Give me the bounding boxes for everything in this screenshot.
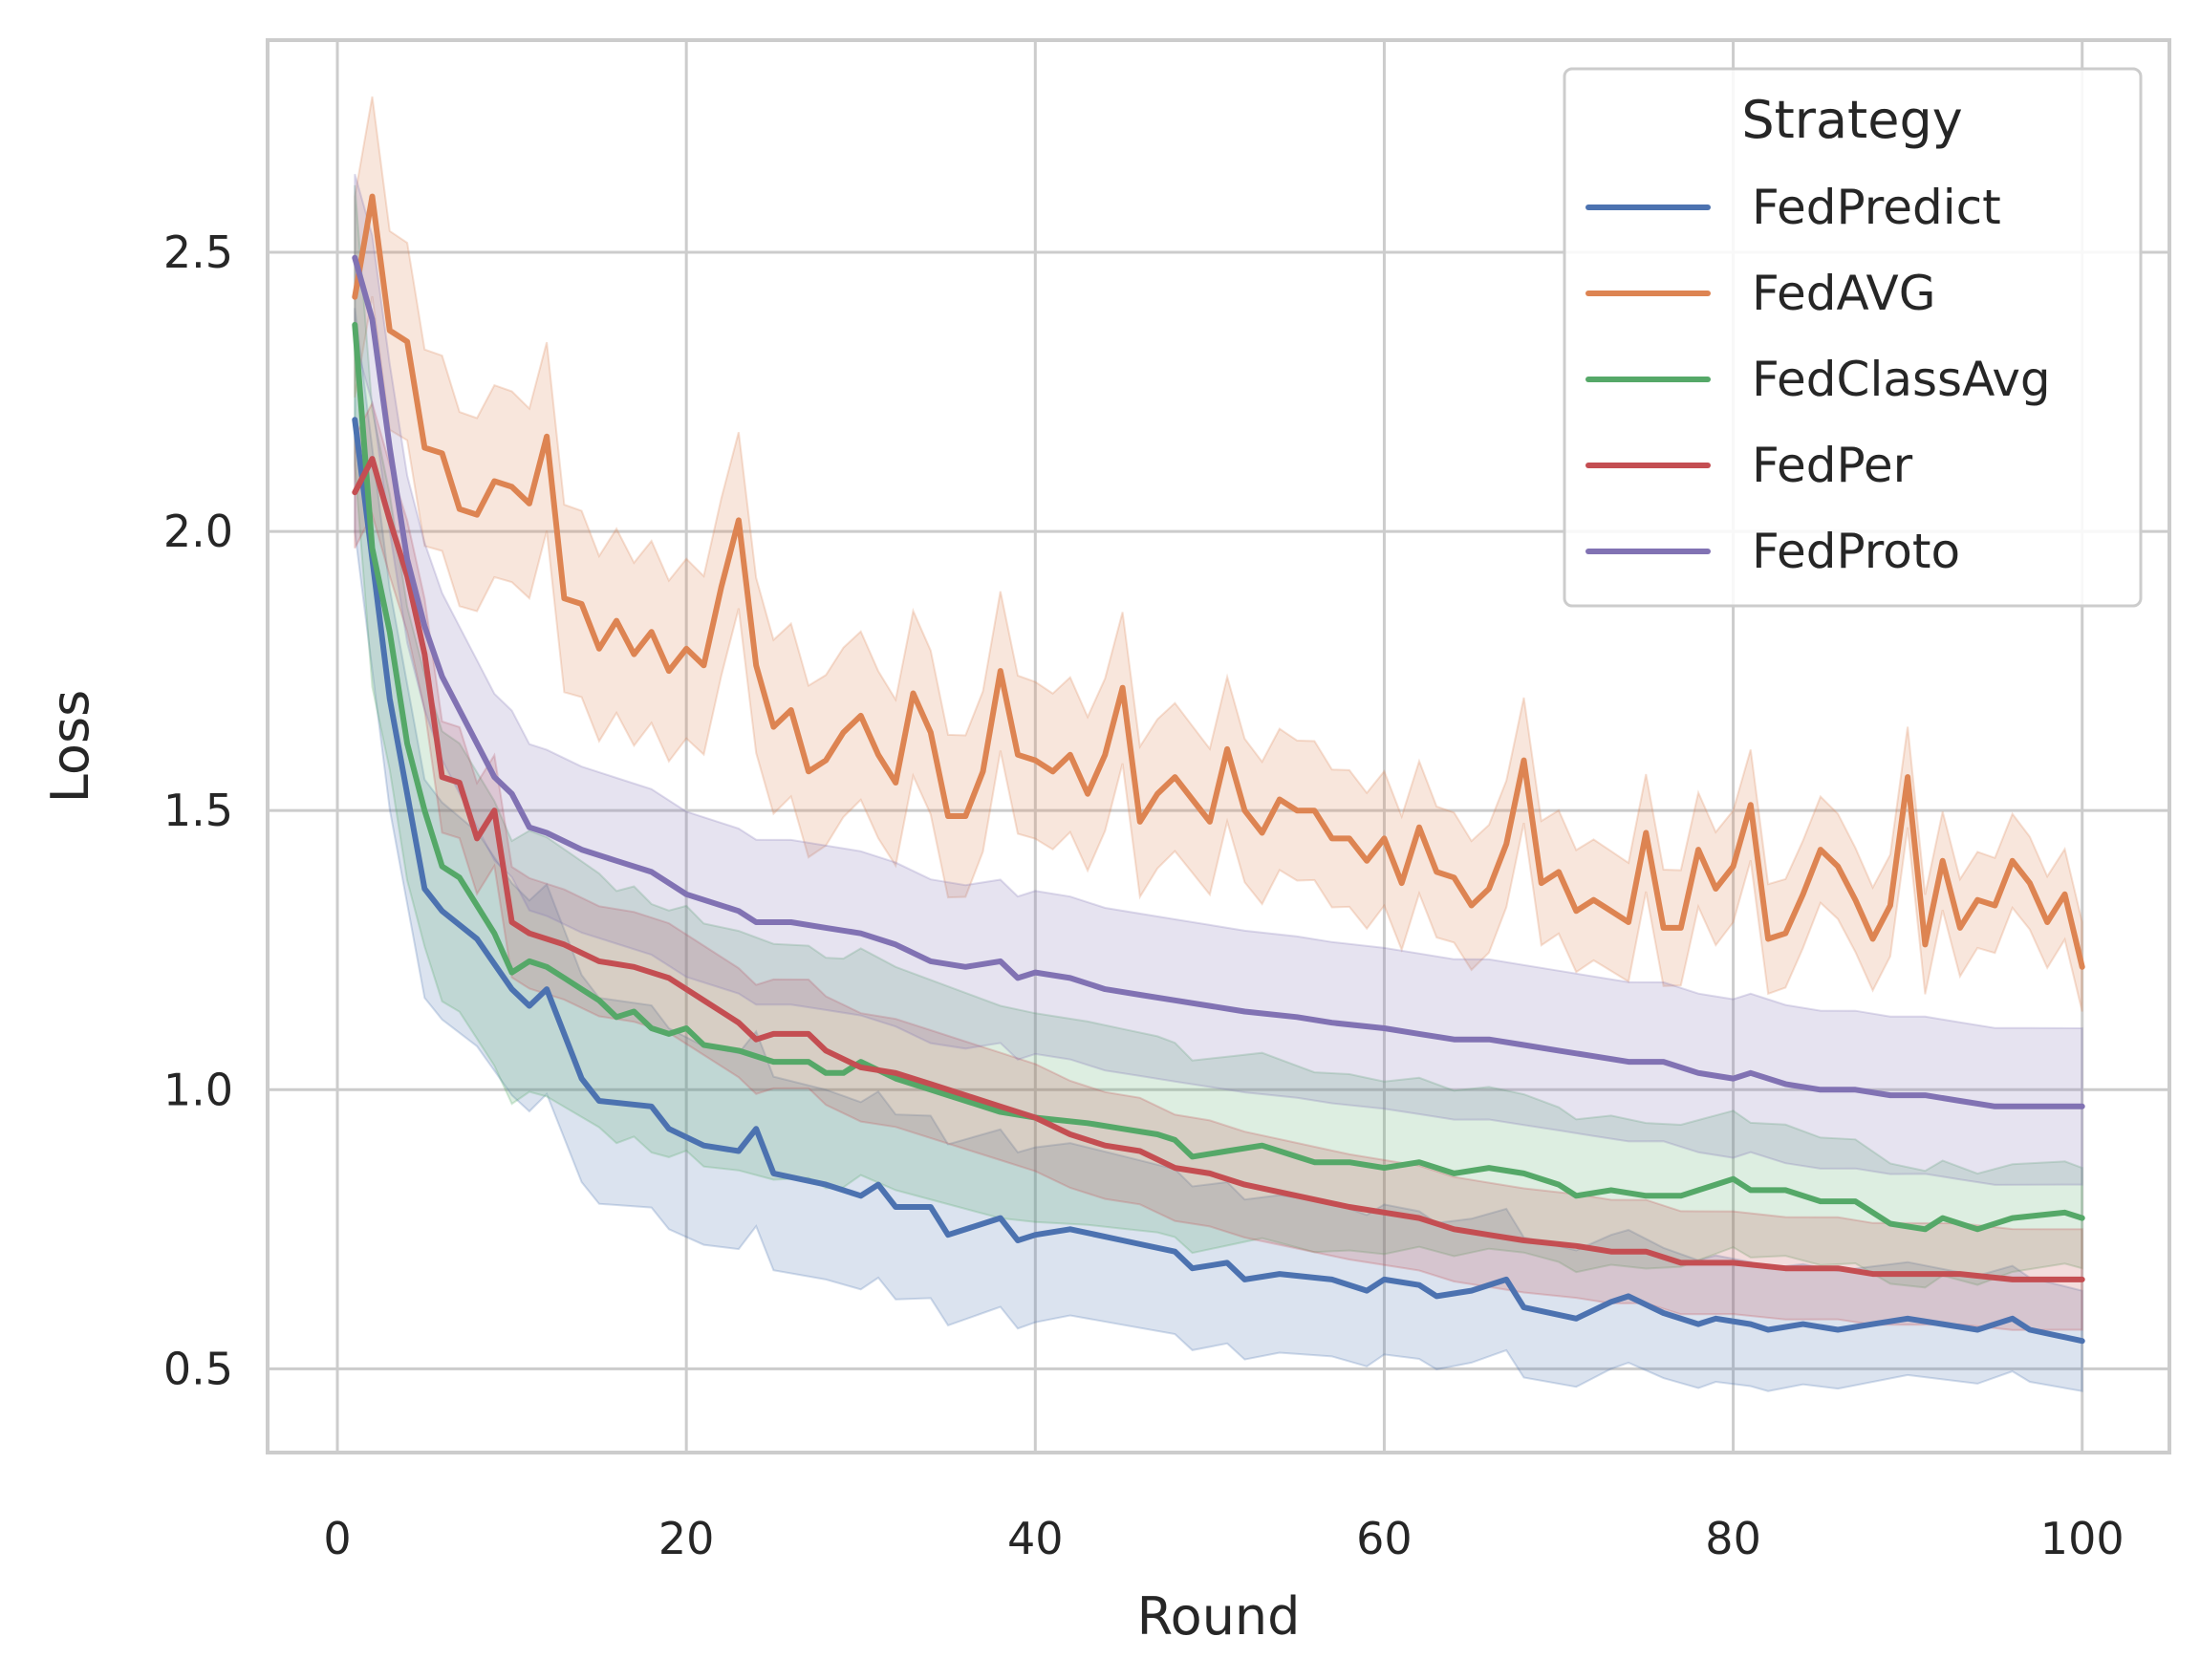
x-tick-labels: 0 20 40 60 80 100 <box>323 1513 2124 1564</box>
legend-label: FedPredict <box>1752 180 2001 235</box>
legend-label: FedPer <box>1752 438 1913 493</box>
x-tick-label: 40 <box>1007 1513 1064 1564</box>
confidence-band-fedproto <box>354 173 2083 1186</box>
series-line-fedavg <box>352 193 2085 970</box>
legend-title: Strategy <box>1741 90 1962 150</box>
y-tick-label: 1.0 <box>163 1064 233 1115</box>
confidence-band-fedavg <box>354 96 2083 1012</box>
legend-item-fedproto: FedProto <box>1585 524 1960 579</box>
series-line-fedproto <box>352 254 2085 1109</box>
series-line-fedclassavg <box>352 321 2085 1233</box>
legend-item-fedclassavg: FedClassAvg <box>1585 352 2051 407</box>
x-tick-label: 80 <box>1705 1513 1761 1564</box>
x-tick-label: 60 <box>1356 1513 1413 1564</box>
series-lines <box>352 193 2085 1345</box>
y-axis-title: Loss <box>40 690 100 803</box>
legend-label: FedAVG <box>1752 266 1935 321</box>
confidence-band-fedpredict <box>354 308 2083 1392</box>
legend-label: FedClassAvg <box>1752 352 2051 407</box>
legend-item-fedavg: FedAVG <box>1585 266 1935 321</box>
y-tick-labels: 0.5 1.0 1.5 2.0 2.5 <box>163 226 233 1394</box>
legend-items: FedPredict FedAVG FedClassAvg FedPer FedProt… <box>1585 180 2051 579</box>
confidence-band-fedclassavg <box>354 184 2083 1289</box>
series-line-fedpredict <box>352 417 2085 1345</box>
x-tick-label: 20 <box>658 1513 715 1564</box>
x-axis-title: Round <box>1137 1586 1301 1647</box>
confidence-bands <box>354 96 2083 1392</box>
series-line-fedper <box>352 456 2085 1282</box>
legend-item-fedpredict: FedPredict <box>1585 180 2001 235</box>
x-tick-label: 100 <box>2040 1513 2125 1564</box>
y-tick-label: 0.5 <box>163 1343 233 1394</box>
y-tick-label: 2.0 <box>163 506 233 557</box>
plot-frame <box>266 38 2171 1454</box>
legend-item-fedper: FedPer <box>1585 438 1913 493</box>
y-tick-label: 2.5 <box>163 226 233 278</box>
legend-box <box>1563 67 2143 608</box>
x-tick-label: 0 <box>323 1513 351 1564</box>
legend-label: FedProto <box>1752 524 1960 579</box>
y-tick-label: 1.5 <box>163 785 233 836</box>
legend: Strategy FedPredictFedAVGFedClassAvgFedP… <box>1563 67 2143 608</box>
confidence-band-fedper <box>354 400 2083 1331</box>
